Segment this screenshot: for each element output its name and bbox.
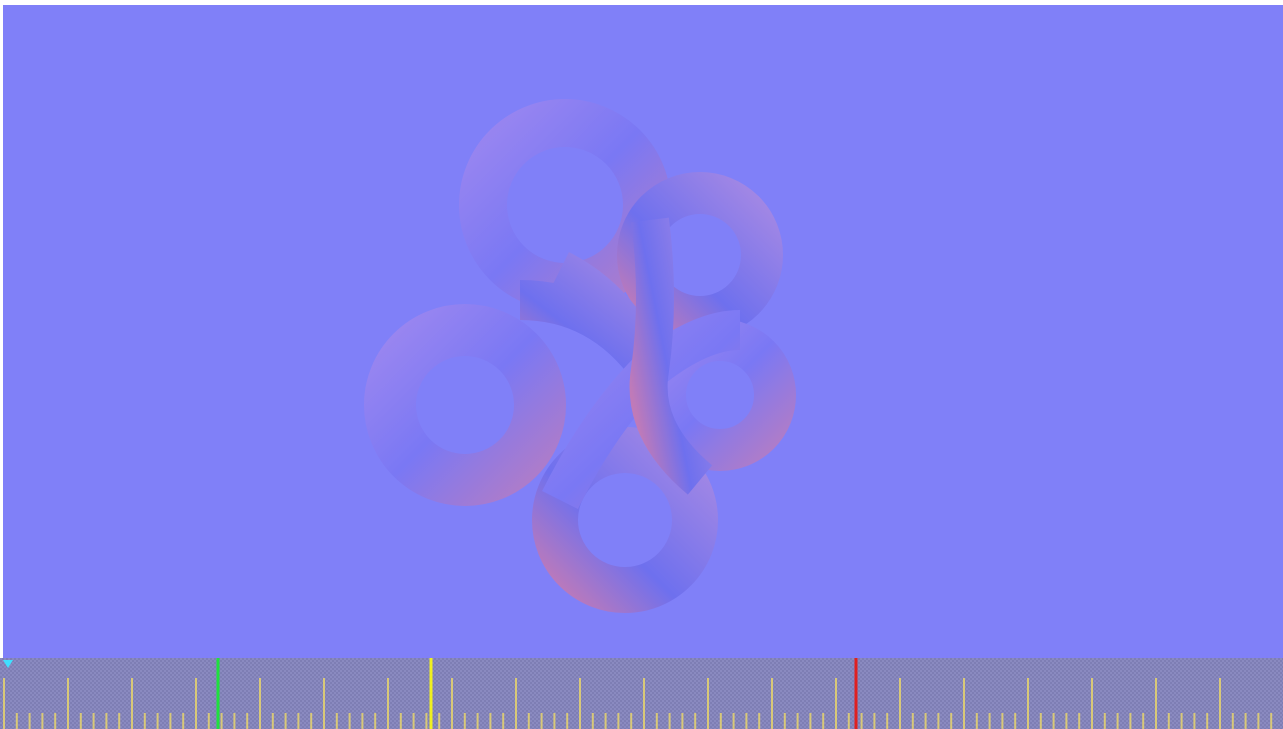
timeline[interactable]	[0, 658, 1283, 729]
page: (() => { const svg = document.getElement…	[0, 0, 1283, 729]
viewer	[0, 0, 1283, 729]
